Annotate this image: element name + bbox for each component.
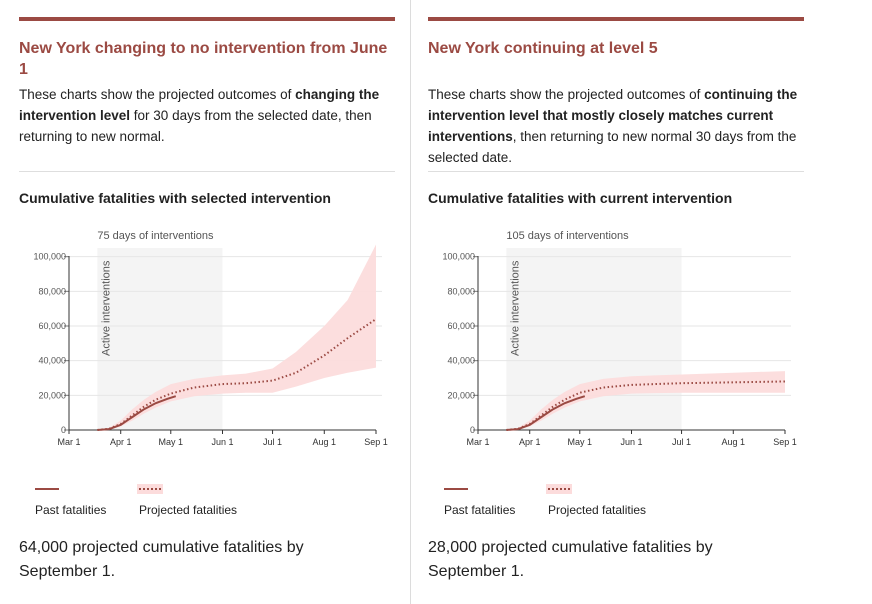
x-tick-label: May 1 [568,437,593,447]
x-tick-label: Jul 1 [672,437,691,447]
x-tick-label: Jun 1 [211,437,233,447]
panel-selected-intervention: New York changing to no intervention fro… [19,0,395,604]
legend-projected-dots-swatch [139,488,161,490]
y-tick-label: 100,000 [442,252,475,262]
desc-part: These charts show the projected outcomes… [428,87,705,102]
y-tick-label: 60,000 [38,321,66,331]
desc-part-bold: continuing the intervention level that m… [428,87,798,144]
desc-part: , then returning to new normal 30 days f… [428,129,797,165]
x-tick-label: Apr 1 [519,437,541,447]
y-tick-label: 60,000 [447,321,475,331]
section-divider [19,171,395,172]
chart-title: Cumulative fatalities with current inter… [428,190,733,206]
desc-part: for 30 days from the selected date, then… [19,108,372,144]
projection-uncertainty-band [506,371,785,430]
x-tick-label: Mar 1 [57,437,80,447]
fatalities-chart: 0 20,000 40,000 60,000 80,000 100,000 Mar 1 Apr… [442,230,797,447]
y-tick-label: 20,000 [447,390,475,400]
legend-past-label: Past fatalities [444,503,516,517]
panel-top-rule [19,17,395,21]
x-tick-label: Aug 1 [313,437,337,447]
panel-description: These charts show the projected outcomes… [19,84,395,147]
x-tick-label: Mar 1 [466,437,489,447]
active-interventions-label: Active interventions [100,260,112,356]
legend-projected-label: Projected fatalities [548,503,647,517]
panel-current-intervention: New York continuing at level 5 These cha… [428,0,804,604]
desc-part: These charts show the projected outcomes… [19,87,296,102]
x-tick-label: Aug 1 [722,437,746,447]
x-tick-label: Jul 1 [263,437,282,447]
x-tick-label: Sep 1 [364,437,388,447]
panel-title: New York continuing at level 5 [428,40,658,57]
x-tick-label: May 1 [159,437,184,447]
active-interventions-region [506,248,682,430]
section-divider [428,171,804,172]
legend-past-label: Past fatalities [35,503,107,517]
y-tick-label: 40,000 [38,356,66,366]
days-of-interventions-label: 105 days of interventions [506,230,629,242]
projected-fatalities-line [506,380,786,431]
active-interventions-label: Active interventions [509,260,521,356]
fatalities-chart: 0 20,000 40,000 60,000 80,000 100,000 Mar 1 Apr… [33,230,388,447]
y-tick-label: 80,000 [38,286,66,296]
y-tick-label: 20,000 [38,390,66,400]
panel-description: These charts show the projected outcomes… [428,84,804,168]
x-tick-label: Apr 1 [110,437,132,447]
days-of-interventions-label: 75 days of interventions [97,230,214,242]
y-tick-label: 0 [470,425,475,435]
y-tick-label: 100,000 [33,252,66,262]
legend-past-swatch [444,488,468,490]
chart-legend: Past fatalities Projected fatalities [19,484,395,520]
panel-top-rule [428,17,804,21]
projection-uncertainty-band [97,244,376,430]
projection-summary: 28,000 projected cumulative fatalities b… [428,539,713,580]
chart-title: Cumulative fatalities with selected inte… [19,190,331,206]
chart-legend: Past fatalities Projected fatalities [428,484,804,520]
x-tick-label: Jun 1 [620,437,642,447]
desc-part-bold: changing the intervention level [19,87,380,123]
past-fatalities-line [97,395,177,431]
legend-past-swatch [35,488,59,490]
panel-divider [410,0,411,604]
legend-projected-label: Projected fatalities [139,503,238,517]
y-tick-label: 80,000 [447,286,475,296]
projected-fatalities-line [97,318,377,431]
x-tick-label: Sep 1 [773,437,797,447]
y-tick-label: 0 [61,425,66,435]
past-fatalities-line [506,395,586,431]
y-tick-label: 40,000 [447,356,475,366]
legend-projected-dots-swatch [548,488,570,490]
projection-summary: 64,000 projected cumulative fatalities b… [19,539,304,580]
panel-title: New York changing to no intervention fro… [19,40,388,78]
